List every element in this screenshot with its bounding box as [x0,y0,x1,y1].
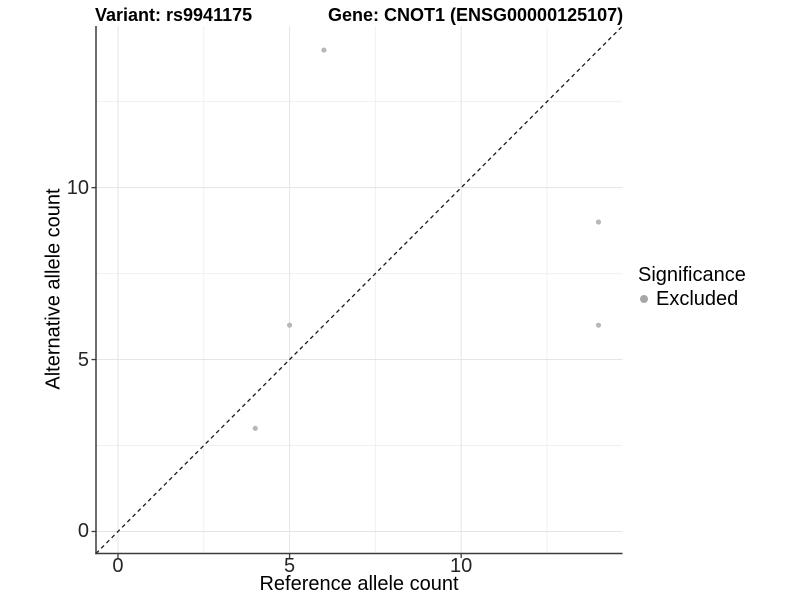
data-point [286,322,293,328]
data-point [321,47,327,53]
y-tick-label: 5 [77,348,89,371]
x-tick-label: 0 [112,555,124,577]
x-tick-label: 10 [450,555,473,577]
legend-point-icon [640,295,648,303]
legend-item-label: Excluded [656,288,739,310]
data-point [595,322,602,328]
plot-title-gene: Gene: CNOT1 (ENSG00000125107) [328,5,624,25]
x-axis-title: Reference allele count [259,573,459,595]
legend: Significance Excluded [638,264,746,310]
legend-title: Significance [638,264,746,286]
data-point [252,425,258,431]
x-tick-label: 5 [284,555,296,577]
legend-item-excluded: Excluded [640,288,746,310]
y-tick-label: 0 [77,520,89,543]
plot-title-variant: Variant: rs9941175 [95,5,253,25]
data-point [595,219,602,225]
identity-reference-line [95,25,623,554]
y-tick-label: 10 [66,176,89,199]
